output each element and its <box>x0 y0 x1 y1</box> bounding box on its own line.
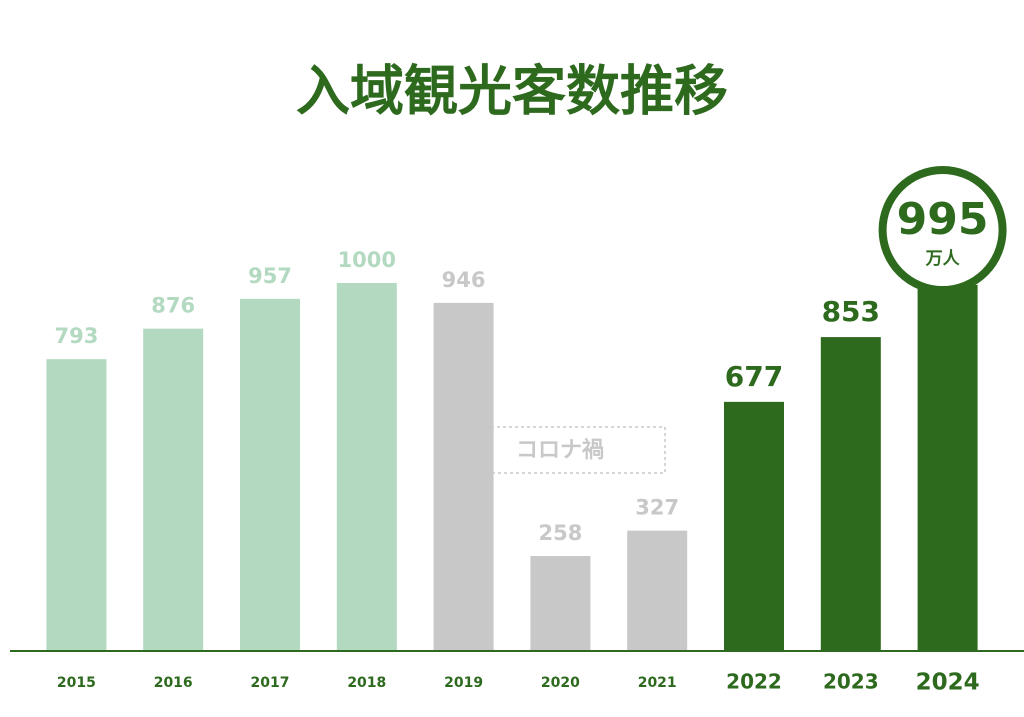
value-label: 793 <box>54 324 98 348</box>
highlight-circle <box>878 166 1007 294</box>
value-label: 1000 <box>338 248 396 272</box>
bar <box>240 298 300 651</box>
bar <box>530 556 591 651</box>
x-tick-label: 2024 <box>916 670 980 696</box>
value-label: 995 <box>897 194 989 245</box>
value-label: 946 <box>442 268 486 292</box>
unit-label: 万人 <box>925 249 961 269</box>
x-tick-label: 2022 <box>726 670 782 694</box>
bar <box>46 359 107 651</box>
chart-title: 入域観光客数推移 <box>296 60 728 123</box>
x-tick-label: 2017 <box>251 675 290 691</box>
bar <box>917 284 978 651</box>
bar <box>143 328 204 651</box>
value-label: 327 <box>635 496 679 520</box>
value-label: 853 <box>822 295 880 328</box>
annotation: コロナ禍 <box>516 438 604 463</box>
bar <box>820 337 881 651</box>
bar <box>336 283 397 651</box>
value-label: 677 <box>725 360 783 393</box>
value-label: 876 <box>151 294 195 318</box>
x-tick-label: 2023 <box>823 670 879 694</box>
x-tick-label: 2016 <box>154 675 193 691</box>
x-tick-label: 2019 <box>444 675 483 691</box>
value-label: 258 <box>538 521 582 545</box>
bar <box>724 401 784 651</box>
value-label: 957 <box>248 264 292 288</box>
x-tick-label: 2021 <box>638 675 677 691</box>
bar <box>433 302 494 651</box>
x-tick-label: 2018 <box>347 675 386 691</box>
x-tick-label: 2020 <box>541 675 580 691</box>
x-tick-label: 2015 <box>57 675 96 691</box>
bar <box>627 530 688 651</box>
